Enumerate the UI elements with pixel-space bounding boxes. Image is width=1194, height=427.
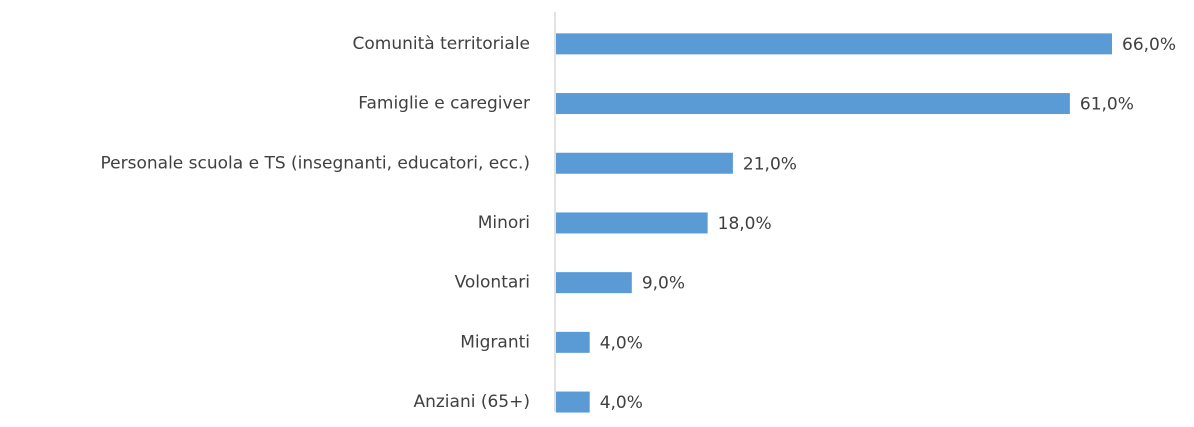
data-label: 9,0% — [642, 274, 685, 294]
bar — [556, 331, 590, 353]
category-label: Comunità territoriale — [353, 34, 531, 54]
data-label: 66,0% — [1122, 35, 1176, 55]
bar — [556, 212, 708, 234]
category-label: Famiglie e caregiver — [358, 94, 530, 114]
data-label: 4,0% — [600, 393, 643, 413]
category-label: Personale scuola e TS (insegnanti, educa… — [101, 153, 530, 173]
data-label: 61,0% — [1080, 95, 1134, 115]
category-label: Migranti — [460, 332, 530, 352]
bar — [556, 33, 1112, 55]
data-label: 21,0% — [743, 154, 797, 174]
category-label: Minori — [478, 213, 530, 233]
data-label: 4,0% — [600, 333, 643, 353]
bar — [556, 272, 632, 294]
bar — [556, 391, 590, 413]
category-label: Volontari — [455, 273, 530, 293]
bar — [556, 93, 1070, 115]
category-label: Anziani (65+) — [413, 392, 530, 412]
bar — [556, 152, 733, 174]
data-label: 18,0% — [718, 214, 772, 234]
